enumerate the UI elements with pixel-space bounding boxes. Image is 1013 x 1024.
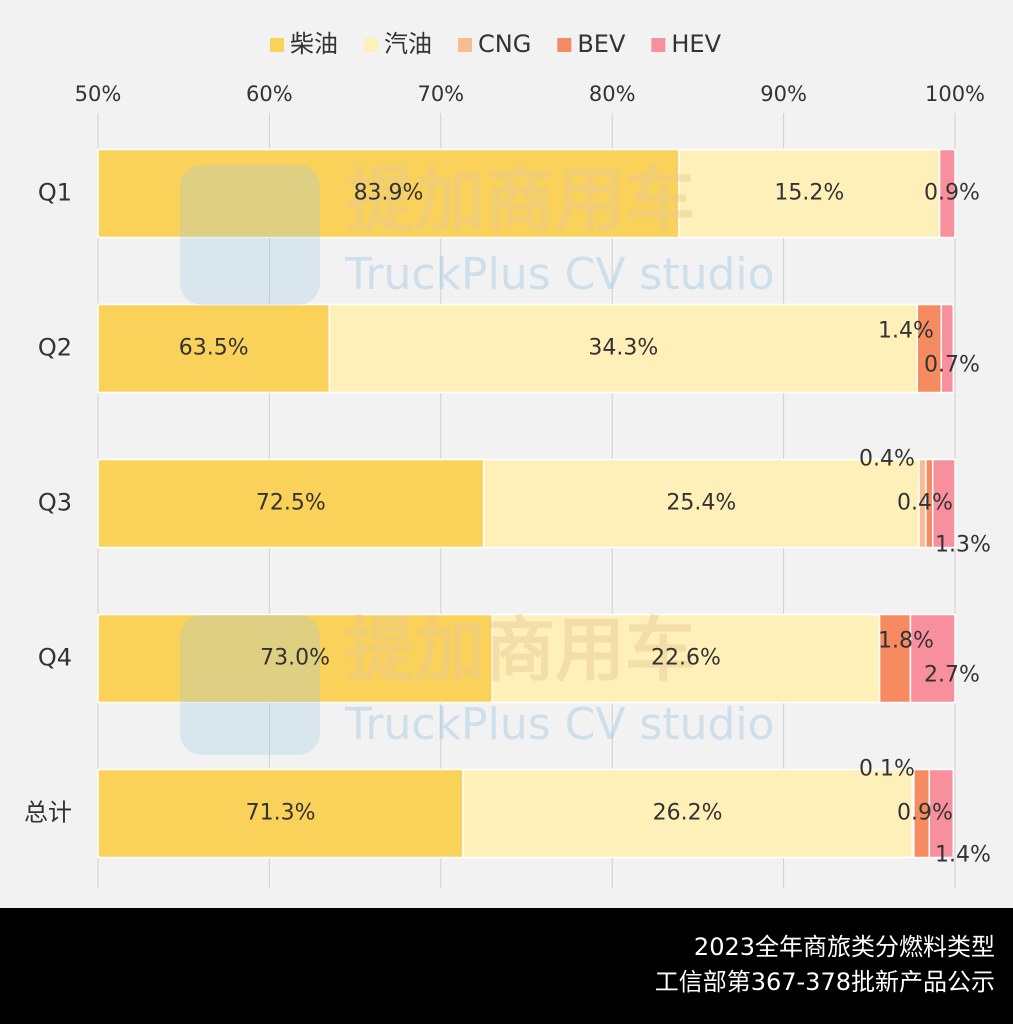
- data-label: 2.7%: [924, 663, 980, 688]
- data-label: 63.5%: [179, 336, 249, 361]
- watermark-cn: 提加商用车: [345, 609, 695, 691]
- data-label: 0.4%: [897, 491, 953, 516]
- legend-label: BEV: [577, 30, 626, 58]
- y-tick-label: Q3: [38, 489, 72, 517]
- bar-segment: [931, 458, 956, 549]
- data-label: 1.4%: [935, 843, 991, 868]
- data-label: 83.9%: [354, 181, 424, 206]
- bar-segment: [909, 613, 956, 704]
- data-label: 72.5%: [256, 491, 326, 516]
- bar-segment: [328, 303, 919, 394]
- data-label: 0.9%: [897, 801, 953, 826]
- data-label: 0.4%: [859, 447, 915, 472]
- data-label: 0.7%: [924, 353, 980, 378]
- y-tick-label: 总计: [24, 799, 72, 827]
- data-label: 1.3%: [935, 533, 991, 558]
- x-tick-label: 90%: [760, 82, 807, 106]
- x-tick-label: 100%: [925, 82, 985, 106]
- bar-segment: [97, 303, 331, 394]
- x-tick-label: 70%: [417, 82, 464, 106]
- bar-segment: [482, 458, 920, 549]
- data-label: 0.9%: [924, 181, 980, 206]
- data-label: 15.2%: [774, 181, 844, 206]
- bar-segment: [678, 148, 941, 239]
- data-label: 73.0%: [260, 646, 330, 671]
- y-tick-label: Q4: [38, 644, 72, 672]
- watermark-logo: [180, 165, 320, 305]
- data-label: 25.4%: [666, 491, 736, 516]
- legend-swatch: [651, 38, 666, 52]
- legend-label: 汽油: [384, 30, 432, 58]
- watermark-en: TruckPlus CV studio: [344, 699, 775, 750]
- y-tick-label: Q1: [38, 179, 72, 207]
- bar-segment: [97, 613, 493, 704]
- data-label: 0.1%: [859, 757, 915, 782]
- x-tick-label: 60%: [246, 82, 293, 106]
- data-label: 1.8%: [878, 629, 934, 654]
- legend-label: HEV: [671, 30, 721, 58]
- legend-label: 柴油: [290, 30, 338, 58]
- watermark: 提加商用车 TruckPlus CV studio 提加商用车 TruckPlu…: [180, 159, 775, 755]
- legend-swatch: [557, 38, 572, 52]
- bar-segment: [938, 148, 956, 239]
- legend-swatch: [364, 38, 378, 52]
- bar-segment: [878, 613, 912, 704]
- x-tick-label: 50%: [75, 82, 122, 106]
- bar-segment: [928, 768, 955, 859]
- legend-swatch: [270, 38, 284, 52]
- chart-subtitle: 工信部第367-378批新产品公示: [655, 968, 995, 996]
- data-label: 26.2%: [653, 801, 723, 826]
- chart-title: 2023全年商旅类分燃料类型: [694, 933, 995, 961]
- watermark-logo: [180, 615, 320, 755]
- bar-segment: [97, 458, 485, 549]
- bar-segment: [491, 613, 881, 704]
- legend-swatch: [458, 38, 472, 52]
- y-tick-label: Q2: [38, 334, 72, 362]
- watermark-en: TruckPlus CV studio: [344, 249, 775, 300]
- data-label: 22.6%: [651, 646, 721, 671]
- watermark-cn: 提加商用车: [345, 159, 695, 241]
- legend-label: CNG: [478, 30, 531, 58]
- x-tick-label: 80%: [589, 82, 636, 106]
- footer-background: [0, 908, 1013, 1024]
- bar-segment: [462, 768, 913, 859]
- data-label: 34.3%: [588, 336, 658, 361]
- data-label: 1.4%: [878, 319, 934, 344]
- data-label: 71.3%: [246, 801, 316, 826]
- bar-segment: [940, 303, 955, 394]
